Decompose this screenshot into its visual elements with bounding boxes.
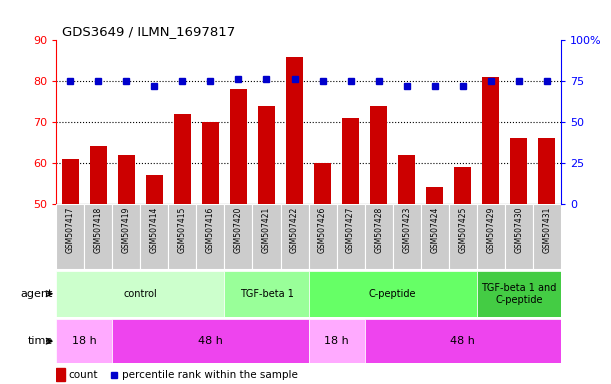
Bar <box>224 204 252 269</box>
Bar <box>280 204 309 269</box>
Bar <box>455 167 471 204</box>
Bar <box>230 89 247 204</box>
Bar <box>370 106 387 204</box>
Bar <box>393 204 421 269</box>
Bar <box>118 154 134 204</box>
Text: GSM507429: GSM507429 <box>486 207 496 253</box>
Bar <box>141 204 169 269</box>
Bar <box>477 271 561 317</box>
Bar <box>426 187 443 204</box>
Bar <box>112 204 141 269</box>
Text: control: control <box>123 289 157 299</box>
Text: count: count <box>69 370 98 380</box>
Bar <box>112 319 309 363</box>
Text: GSM507431: GSM507431 <box>543 207 551 253</box>
Text: TGF-beta 1: TGF-beta 1 <box>240 289 293 299</box>
Text: GSM507422: GSM507422 <box>290 207 299 253</box>
Bar <box>84 204 112 269</box>
Bar <box>483 77 499 204</box>
Text: GSM507420: GSM507420 <box>234 207 243 253</box>
Bar <box>309 319 365 363</box>
Text: GSM507415: GSM507415 <box>178 207 187 253</box>
Text: GSM507430: GSM507430 <box>514 207 524 253</box>
Bar <box>365 204 393 269</box>
Text: GSM507416: GSM507416 <box>206 207 215 253</box>
Bar <box>224 271 309 317</box>
Bar <box>258 106 275 204</box>
Text: GSM507421: GSM507421 <box>262 207 271 253</box>
Text: GSM507427: GSM507427 <box>346 207 355 253</box>
Text: 48 h: 48 h <box>198 336 223 346</box>
Text: GSM507414: GSM507414 <box>150 207 159 253</box>
Text: GSM507428: GSM507428 <box>374 207 383 253</box>
Text: percentile rank within the sample: percentile rank within the sample <box>122 370 298 380</box>
Bar <box>252 204 280 269</box>
Bar <box>202 122 219 204</box>
Text: GSM507423: GSM507423 <box>402 207 411 253</box>
Bar <box>174 114 191 204</box>
Bar <box>533 204 561 269</box>
Text: GSM507425: GSM507425 <box>458 207 467 253</box>
Bar <box>421 204 448 269</box>
Bar <box>398 154 415 204</box>
Text: 18 h: 18 h <box>72 336 97 346</box>
Text: GDS3649 / ILMN_1697817: GDS3649 / ILMN_1697817 <box>62 25 236 38</box>
Text: 18 h: 18 h <box>324 336 349 346</box>
Bar <box>337 204 365 269</box>
Text: GSM507417: GSM507417 <box>66 207 75 253</box>
Bar <box>56 319 112 363</box>
Text: TGF-beta 1 and
C-peptide: TGF-beta 1 and C-peptide <box>481 283 557 305</box>
Bar <box>538 138 555 204</box>
Text: GSM507419: GSM507419 <box>122 207 131 253</box>
Bar <box>62 159 79 204</box>
Bar <box>56 368 65 381</box>
Bar <box>309 204 337 269</box>
Bar <box>365 319 561 363</box>
Bar <box>196 204 224 269</box>
Text: 48 h: 48 h <box>450 336 475 346</box>
Bar <box>146 175 163 204</box>
Bar <box>510 138 527 204</box>
Bar <box>56 271 224 317</box>
Bar <box>90 146 107 204</box>
Text: agent: agent <box>21 289 53 299</box>
Text: GSM507424: GSM507424 <box>430 207 439 253</box>
Text: time: time <box>28 336 53 346</box>
Bar <box>505 204 533 269</box>
Bar <box>286 56 303 204</box>
Text: GSM507418: GSM507418 <box>93 207 103 253</box>
Bar <box>342 118 359 204</box>
Bar <box>169 204 196 269</box>
Bar <box>309 271 477 317</box>
Bar <box>448 204 477 269</box>
Bar <box>314 163 331 204</box>
Text: GSM507426: GSM507426 <box>318 207 327 253</box>
Bar <box>56 204 84 269</box>
Bar <box>477 204 505 269</box>
Text: C-peptide: C-peptide <box>369 289 417 299</box>
